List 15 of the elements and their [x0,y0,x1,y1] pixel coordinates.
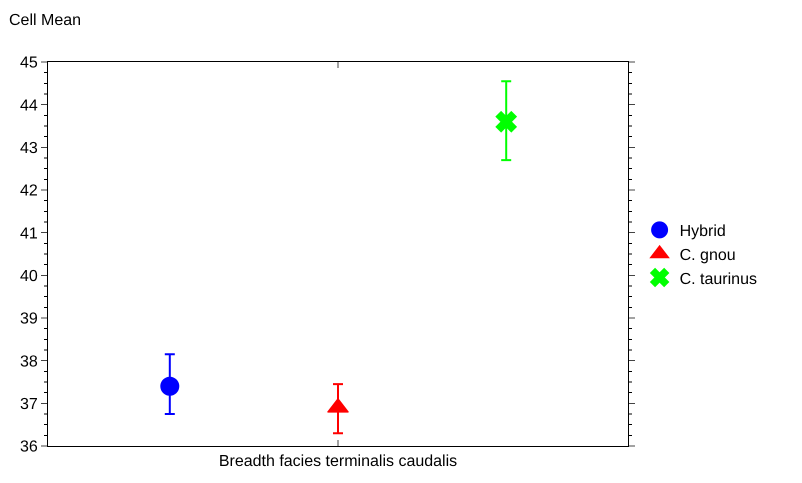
y-tick-label: 42 [20,182,38,200]
y-tick-label: 43 [20,140,38,157]
y-tick-label: 41 [20,225,38,242]
y-tick-label: 36 [20,438,38,456]
x-tick-label: Breadth facies terminalis caudalis [218,453,458,470]
y-tick-label: 44 [20,97,38,114]
legend-label: Hybrid [680,223,726,240]
y-tick-label: 39 [20,310,38,328]
y-tick-label: 37 [20,396,38,413]
legend-label: C. gnou [680,246,736,264]
y-tick-label: 38 [20,353,38,370]
legend-label: C. taurinus [680,270,757,288]
y-tick-label: 40 [20,268,38,285]
y-tick-label: 45 [20,54,38,72]
y-axis-title: Cell Mean [9,12,82,29]
